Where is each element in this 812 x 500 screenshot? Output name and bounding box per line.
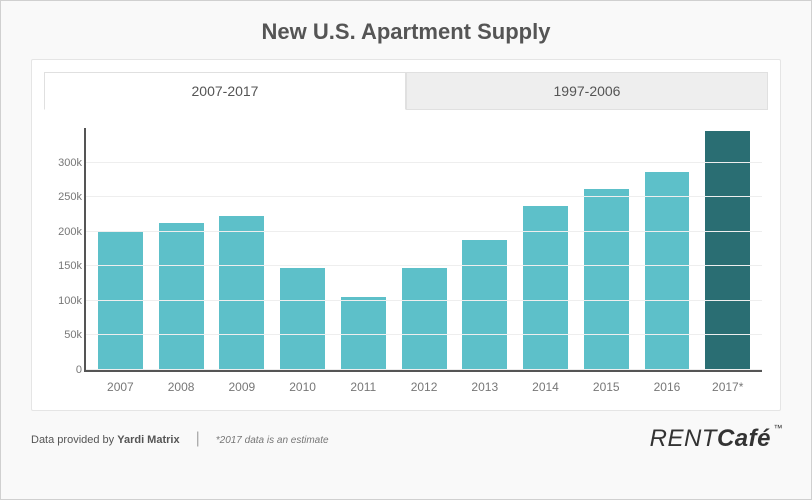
gridline <box>86 162 762 163</box>
y-axis-label: 50k <box>46 329 82 341</box>
plot-region: 201,4452007212,2732008222,3052009147,835… <box>84 128 762 372</box>
footer-left: Data provided by Yardi Matrix | *2017 da… <box>31 430 329 448</box>
card: New U.S. Apartment Supply 2007-20171997-… <box>0 0 812 500</box>
bar-value-label: 222,305 <box>208 321 220 364</box>
bar-value-label: 212,273 <box>147 321 159 364</box>
x-axis-label: 2017* <box>697 380 758 394</box>
chart-panel: 2007-20171997-2006 201,445 2007 212,273 200… <box>31 59 781 411</box>
chart-title: New U.S. Apartment Supply <box>1 1 811 59</box>
bar-value-label: 261,080 <box>573 321 585 364</box>
attribution-provider: Yardi Matrix <box>117 434 179 446</box>
x-axis-label: 2015 <box>576 380 637 394</box>
bar-value-label: 346,310 <box>694 321 706 364</box>
bar-value-label: 201,445 <box>87 321 99 364</box>
y-axis-label: 200k <box>46 226 82 238</box>
tab[interactable]: 2007-2017 <box>44 72 406 110</box>
x-axis-label: 2012 <box>394 380 455 394</box>
chart-area: 201,445 2007 212,273 2008 222,305 2009 147,835… <box>44 122 768 402</box>
rentcafe-logo: RENTCafé™ <box>650 425 781 453</box>
tab[interactable]: 1997-2006 <box>406 72 768 110</box>
x-axis-label: 2011 <box>333 380 394 394</box>
y-axis-label: 300k <box>46 157 82 169</box>
attribution: Data provided by Yardi Matrix <box>31 434 180 446</box>
bar: 105,830 <box>341 297 386 370</box>
bar: 146,998 <box>402 268 447 370</box>
gridline <box>86 369 762 370</box>
x-axis-label: 2014 <box>515 380 576 394</box>
divider: | <box>190 430 206 448</box>
bar-value-label: 105,830 <box>330 321 342 364</box>
logo-tm: ™ <box>774 423 784 433</box>
x-axis-label: 2010 <box>272 380 333 394</box>
gridline <box>86 300 762 301</box>
bar: 147,835 <box>280 268 325 370</box>
x-axis-label: 2016 <box>637 380 698 394</box>
bar: 212,273 <box>159 223 204 370</box>
tab-bar: 2007-20171997-2006 <box>44 72 768 110</box>
y-axis-label: 250k <box>46 191 82 203</box>
footnote: *2017 data is an estimate <box>216 435 329 446</box>
x-axis-label: 2008 <box>151 380 212 394</box>
x-axis-label: 2009 <box>211 380 272 394</box>
bar-value-label: 237,481 <box>512 321 524 364</box>
y-axis-label: 0 <box>46 364 82 376</box>
x-axis-label: 2007 <box>90 380 151 394</box>
bar: 222,305 <box>219 216 264 370</box>
y-axis-label: 100k <box>46 295 82 307</box>
attribution-prefix: Data provided by <box>31 434 117 446</box>
bar-value-label: 147,835 <box>269 321 281 364</box>
bar: 187,898 <box>462 240 507 370</box>
gridline <box>86 265 762 266</box>
footer: Data provided by Yardi Matrix | *2017 da… <box>1 411 811 453</box>
x-axis-label: 2013 <box>454 380 515 394</box>
logo-part1: RENT <box>650 425 717 452</box>
y-axis-label: 150k <box>46 260 82 272</box>
bar-value-label: 146,998 <box>390 321 402 364</box>
logo-part2: Café <box>717 425 771 452</box>
gridline <box>86 334 762 335</box>
bar: 261,080 <box>584 189 629 370</box>
bar-value-label: 187,898 <box>451 321 463 364</box>
bar: 285,839 <box>645 172 690 370</box>
gridline <box>86 231 762 232</box>
gridline <box>86 196 762 197</box>
bar-value-label: 285,839 <box>633 321 645 364</box>
